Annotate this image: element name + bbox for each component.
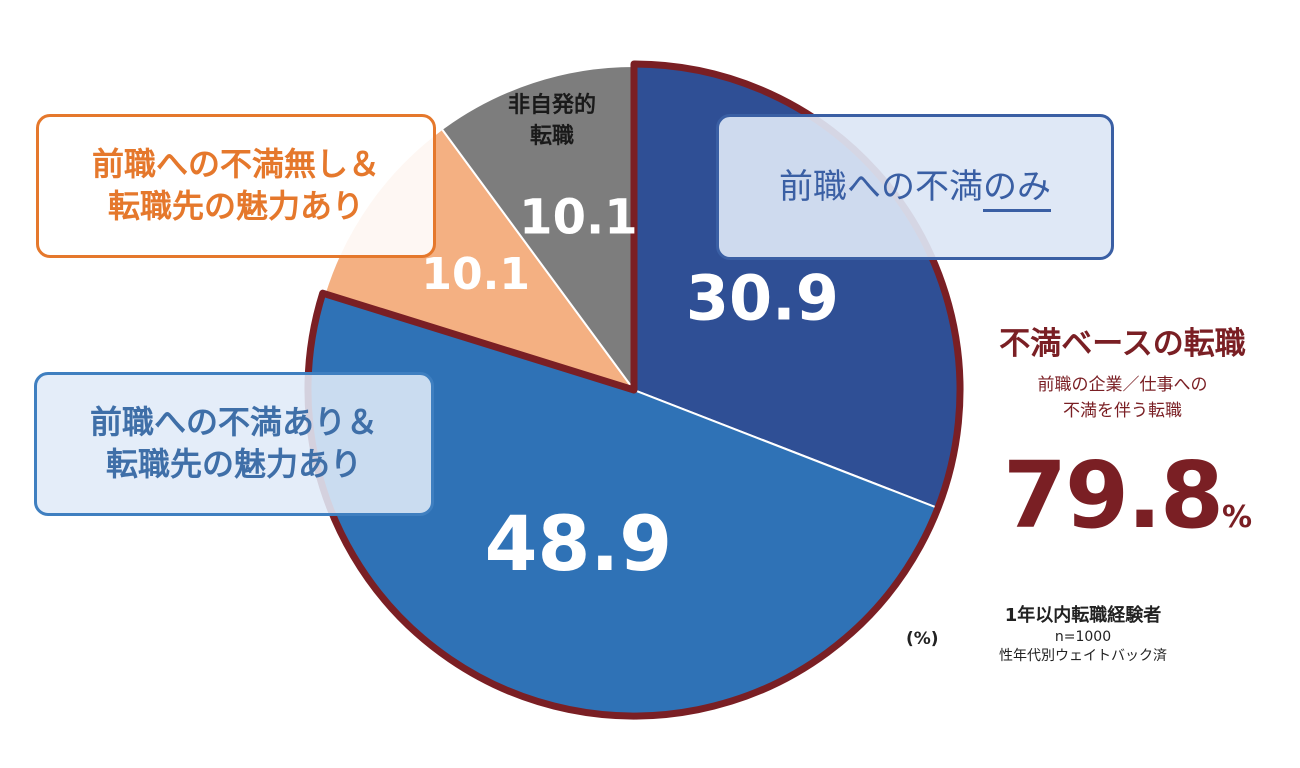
pie-value-label-no-dissatisfaction-attraction: 10.1 — [421, 249, 530, 300]
legend-box-dissatisfaction-and-attraction-line1: 前職への不満あり＆ — [89, 403, 378, 442]
pie-value-label-dissatisfaction-and-attraction: 48.9 — [485, 499, 673, 588]
pie-slice-involuntary — [440, 64, 635, 394]
legend-box-dissatisfaction-and-attraction: 前職への不満あり＆ 転職先の魅力あり — [34, 372, 434, 516]
legend-box-dissatisfaction-and-attraction-line2: 転職先の魅力あり — [105, 445, 362, 483]
summary-value-percent: % — [1221, 500, 1253, 535]
summary-title: 不満ベースの転職 — [999, 326, 1246, 362]
sample-note-line1: 1年以内転職経験者 — [1004, 605, 1162, 626]
summary-value-number: 79.8 — [1002, 442, 1224, 549]
unit-label: (%) — [906, 629, 939, 649]
summary-description-line1: 前職の企業／仕事への — [1037, 375, 1208, 395]
legend-box-no-dissatisfaction: 前職への不満無し＆ 転職先の魅力あり — [36, 114, 436, 258]
involuntary-label-line1: 非自発的 — [508, 92, 596, 118]
pie-value-label-dissatisfaction-only: 30.9 — [686, 261, 839, 334]
summary-description: 前職の企業／仕事への 不満を伴う転職 — [990, 372, 1255, 425]
legend-box-dissatisfaction-only-text: 前職への不満のみ — [779, 165, 1051, 212]
summary-description-line2: 不満を伴う転職 — [1063, 401, 1182, 422]
pie-value-label-involuntary: 10.1 — [519, 190, 637, 246]
legend-box-dissatisfaction-only: 前職への不満のみ — [716, 114, 1114, 260]
sample-note-line2: n=1000 — [1054, 629, 1112, 646]
involuntary-label-line2: 転職 — [530, 123, 574, 149]
legend-box-no-dissatisfaction-line2: 転職先の魅力あり — [107, 187, 364, 225]
summary-value: 79.8% — [990, 442, 1265, 549]
legend-box-no-dissatisfaction-line1: 前職への不満無し＆ — [91, 145, 380, 184]
sample-note-line3: 性年代別ウェイトバック済 — [999, 648, 1167, 665]
sample-note: 1年以内転職経験者 n=1000 性年代別ウェイトバック済 — [968, 604, 1198, 666]
